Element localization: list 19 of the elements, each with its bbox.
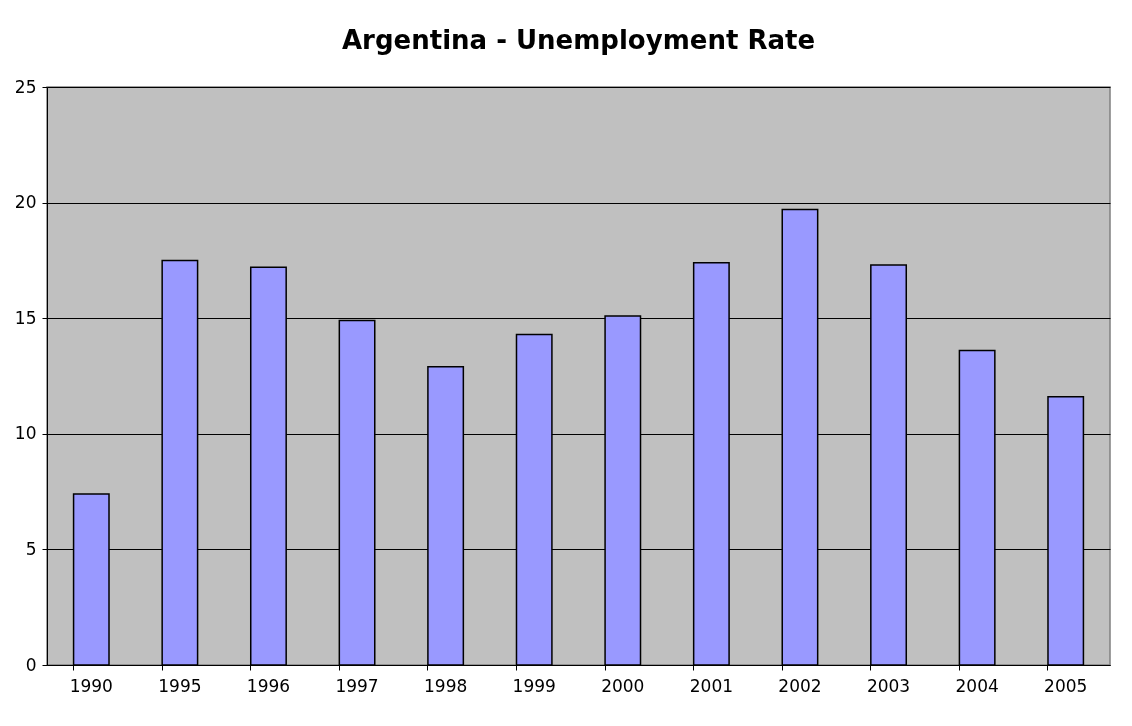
x-tick-label: 2005 bbox=[1044, 675, 1088, 696]
y-tick-label: 20 bbox=[14, 192, 37, 213]
y-tick-label: 5 bbox=[25, 538, 37, 559]
x-tick-label: 2004 bbox=[955, 675, 999, 696]
chart-title: Argentina - Unemployment Rate bbox=[341, 25, 816, 55]
x-tick-label: 2003 bbox=[866, 675, 911, 696]
x-tick-label: 2001 bbox=[689, 675, 734, 696]
y-tick-label: 15 bbox=[14, 307, 37, 328]
x-tick-label: 1995 bbox=[158, 675, 202, 696]
y-tick-label: 10 bbox=[14, 423, 37, 444]
x-tick-label: 2002 bbox=[778, 675, 822, 696]
y-tick-label: 0 bbox=[25, 654, 37, 675]
x-tick-label: 1999 bbox=[512, 675, 556, 696]
x-tick-label: 2000 bbox=[601, 675, 645, 696]
x-tick-label: 1996 bbox=[246, 675, 291, 696]
x-tick-label: 1990 bbox=[69, 675, 113, 696]
y-tick-label: 25 bbox=[14, 76, 37, 97]
x-tick-label: 1998 bbox=[423, 675, 468, 696]
x-tick-label: 1997 bbox=[335, 675, 379, 696]
